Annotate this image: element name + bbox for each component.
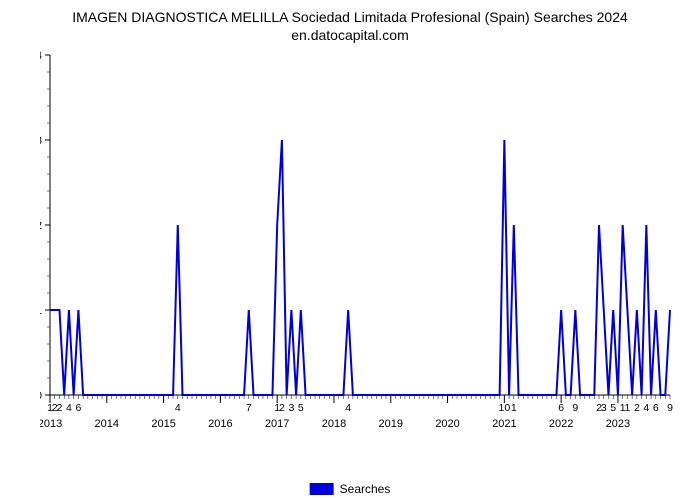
svg-text:2020: 2020 <box>435 418 459 430</box>
svg-text:6: 6 <box>558 402 564 414</box>
chart-container: IMAGEN DIAGNOSTICA MELILLA Sociedad Limi… <box>0 0 700 500</box>
svg-text:2015: 2015 <box>151 418 175 430</box>
svg-text:4: 4 <box>66 402 72 414</box>
svg-text:4: 4 <box>643 402 649 414</box>
svg-text:10: 10 <box>499 402 511 414</box>
chart-svg: 0123420132014201520162017201820192020202… <box>40 50 680 440</box>
svg-text:2021: 2021 <box>492 418 516 430</box>
legend-swatch <box>310 483 334 495</box>
svg-text:3: 3 <box>601 402 607 414</box>
legend-label: Searches <box>340 482 391 496</box>
svg-text:6: 6 <box>653 402 659 414</box>
svg-text:6: 6 <box>75 402 81 414</box>
svg-text:9: 9 <box>667 402 673 414</box>
svg-text:0: 0 <box>40 390 42 402</box>
svg-text:2022: 2022 <box>549 418 573 430</box>
svg-text:2: 2 <box>57 402 63 414</box>
svg-text:7: 7 <box>246 402 252 414</box>
svg-text:2019: 2019 <box>379 418 403 430</box>
svg-text:2023: 2023 <box>606 418 630 430</box>
svg-text:2017: 2017 <box>265 418 289 430</box>
svg-text:1: 1 <box>40 305 42 317</box>
svg-text:5: 5 <box>298 402 304 414</box>
svg-text:2: 2 <box>279 402 285 414</box>
svg-text:9: 9 <box>572 402 578 414</box>
svg-text:1: 1 <box>511 402 517 414</box>
svg-text:3: 3 <box>40 135 42 147</box>
svg-text:1: 1 <box>624 402 630 414</box>
svg-text:2016: 2016 <box>208 418 232 430</box>
svg-text:4: 4 <box>40 50 42 62</box>
svg-text:5: 5 <box>610 402 616 414</box>
svg-text:2014: 2014 <box>95 418 119 430</box>
chart-title: IMAGEN DIAGNOSTICA MELILLA Sociedad Limi… <box>0 0 700 44</box>
svg-text:3: 3 <box>288 402 294 414</box>
svg-text:4: 4 <box>345 402 351 414</box>
plot-area: 0123420132014201520162017201820192020202… <box>40 50 680 440</box>
legend: Searches <box>310 482 391 496</box>
svg-text:2013: 2013 <box>40 418 62 430</box>
svg-text:2: 2 <box>40 220 42 232</box>
svg-text:4: 4 <box>175 402 181 414</box>
svg-text:2018: 2018 <box>322 418 346 430</box>
svg-text:2: 2 <box>634 402 640 414</box>
